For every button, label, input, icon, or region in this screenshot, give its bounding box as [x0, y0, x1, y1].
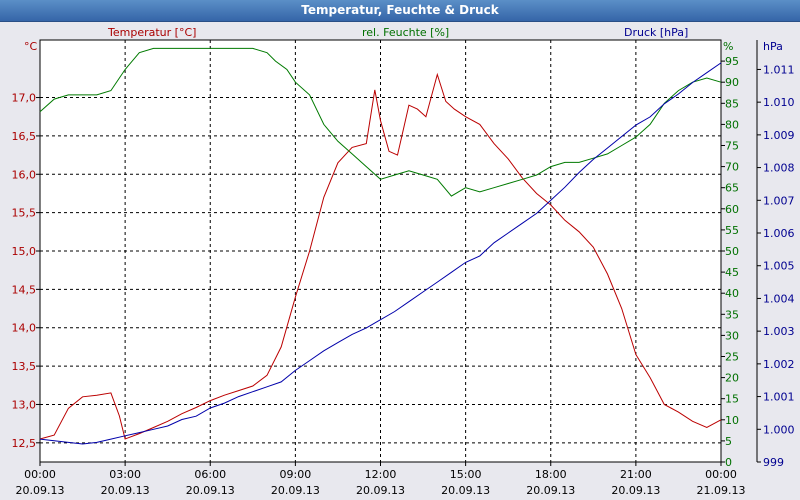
humidity-tick-label: 55 [725, 224, 739, 237]
time-tick-label: 00:00 [24, 468, 56, 481]
date-tick-label: 20.09.13 [16, 484, 65, 497]
pressure-tick-label: 1.008 [763, 162, 795, 175]
date-tick-label: 20.09.13 [526, 484, 575, 497]
time-tick-label: 18:00 [535, 468, 567, 481]
date-tick-label: 20.09.13 [611, 484, 660, 497]
pressure-axis: 999 1.000 1.001 1.002 1.003 1.004 1.005 1.006 1.… [756, 40, 795, 469]
pressure-tick-label: 1.001 [763, 391, 795, 404]
temperature-line [39, 72, 722, 440]
humidity-tick-label: 40 [725, 287, 739, 300]
humidity-tick-label: 0 [725, 456, 732, 469]
temperature-tick-label: 13,0 [12, 398, 37, 411]
temperature-unit-label: °C [24, 40, 38, 53]
temperature-axis: 12,5 13,0 13,5 14,0 14,5 15,0 15,5 16,0 16,5 17,0 [12, 92, 40, 450]
legend-pressure: Druck [hPa] [624, 26, 688, 39]
pressure-tick-label: 999 [763, 456, 784, 469]
pressure-tick-label: 1.003 [763, 325, 795, 338]
time-tick-label: 00:00 [705, 468, 737, 481]
date-tick-label: 20.09.13 [356, 484, 405, 497]
temperature-tick-label: 15,5 [12, 207, 37, 220]
pressure-unit-label: hPa [763, 40, 783, 53]
humidity-tick-label: 65 [725, 182, 739, 195]
humidity-tick-label: 20 [725, 372, 739, 385]
pressure-tick-label: 1.009 [763, 129, 795, 142]
time-tick-label: 09:00 [280, 468, 312, 481]
time-tick-label: 12:00 [365, 468, 397, 481]
humidity-axis: 0 5 10 15 20 25 30 35 40 45 50 55 60 65 70 75 80 85 90 95 [721, 55, 739, 469]
pressure-tick-label: 1.011 [763, 63, 795, 76]
window-title: Temperatur, Feuchte & Druck [301, 3, 499, 17]
humidity-tick-label: 90 [725, 76, 739, 89]
humidity-tick-label: 10 [725, 414, 739, 427]
date-tick-label: 20.09.13 [186, 484, 235, 497]
humidity-tick-label: 25 [725, 351, 739, 364]
pressure-tick-label: 1.007 [763, 194, 795, 207]
humidity-tick-label: 60 [725, 203, 739, 216]
date-tick-label: 20.09.13 [271, 484, 320, 497]
temperature-tick-label: 16,5 [12, 130, 37, 143]
legend-temperature: Temperatur [°C] [107, 26, 196, 39]
pressure-tick-label: 1.005 [763, 260, 795, 273]
pressure-tick-label: 1.002 [763, 358, 795, 371]
humidity-tick-label: 50 [725, 245, 739, 258]
humidity-tick-label: 85 [725, 97, 739, 110]
legend-humidity: rel. Feuchte [%] [362, 26, 449, 39]
humidity-tick-label: 15 [725, 393, 739, 406]
time-axis: 00:00 20.09.13 03:00 20.09.13 06:00 20.09.13 0… [16, 462, 746, 497]
temperature-tick-label: 13,5 [12, 360, 37, 373]
humidity-tick-label: 70 [725, 161, 739, 174]
grid [40, 40, 721, 462]
time-tick-label: 15:00 [450, 468, 482, 481]
pressure-line [39, 62, 722, 445]
humidity-tick-label: 35 [725, 308, 739, 321]
humidity-tick-label: 80 [725, 118, 739, 131]
pressure-tick-label: 1.006 [763, 227, 795, 240]
temperature-tick-label: 14,0 [12, 322, 37, 335]
humidity-unit-label: % [723, 40, 733, 53]
temperature-tick-label: 16,0 [12, 168, 37, 181]
pressure-tick-label: 1.000 [763, 423, 795, 436]
humidity-tick-label: 30 [725, 329, 739, 342]
date-tick-label: 21.09.13 [697, 484, 746, 497]
humidity-tick-label: 95 [725, 55, 739, 68]
pressure-tick-label: 1.010 [763, 96, 795, 109]
temperature-tick-label: 17,0 [12, 92, 37, 105]
humidity-tick-label: 45 [725, 266, 739, 279]
window-titlebar: Temperatur, Feuchte & Druck [0, 0, 800, 22]
temperature-tick-label: 14,5 [12, 283, 37, 296]
humidity-tick-label: 75 [725, 140, 739, 153]
humidity-tick-label: 5 [725, 435, 732, 448]
time-tick-label: 21:00 [620, 468, 652, 481]
pressure-tick-label: 1.004 [763, 292, 795, 305]
date-tick-label: 20.09.13 [101, 484, 150, 497]
temperature-tick-label: 15,0 [12, 245, 37, 258]
series-group [39, 47, 722, 445]
temperature-tick-label: 12,5 [12, 437, 37, 450]
time-tick-label: 06:00 [194, 468, 226, 481]
time-tick-label: 03:00 [109, 468, 141, 481]
date-tick-label: 20.09.13 [441, 484, 490, 497]
humidity-line [39, 47, 722, 197]
